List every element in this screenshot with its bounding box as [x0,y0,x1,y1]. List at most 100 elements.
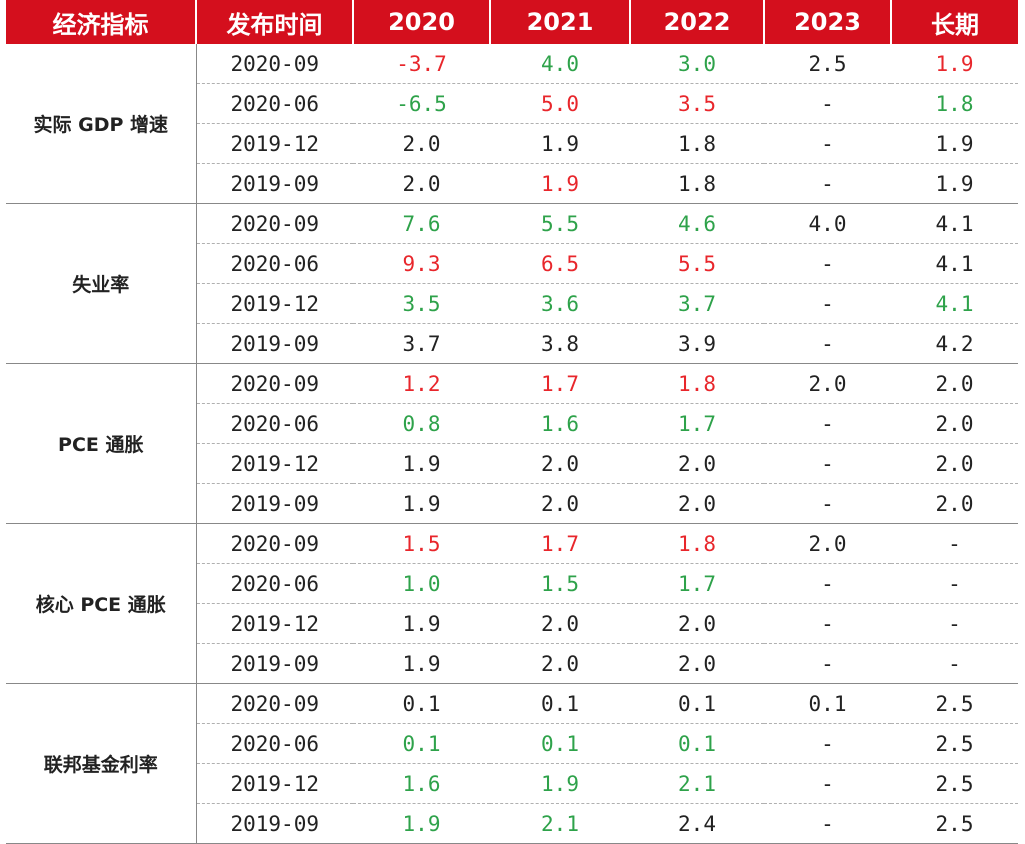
table-row: 2019-12 1.6 1.9 2.1-2.5 [6,763,1018,804]
indicator-cell: 失业率 [6,203,197,364]
value-cell-2022: 0.1 [630,683,764,724]
value-cell-2023: 2.0 [764,523,891,564]
header-long-run: 长期 [890,0,1018,44]
release-date-cell: 2020-06 [196,243,353,284]
table-row: 2019-09 2.0 1.9 1.8-1.9 [6,163,1018,204]
forecast-table: 经济指标 发布时间 2020 2021 2022 2023 长期 实际 GDP … [6,0,1018,844]
value-cell-2023: 0.1 [764,683,891,724]
value-cell-2023: - [764,163,891,204]
indicator-cell: 实际 GDP 增速 [6,44,197,204]
value-cell-2021: 1.7 [490,523,630,564]
value-cell-long-run: 2.0 [891,483,1018,524]
value-cell-2020: 1.6 [353,763,490,804]
value-cell-2023: 2.0 [764,363,891,404]
value-cell-2022: 1.8 [630,523,764,564]
value-cell-2021: 1.9 [490,763,630,804]
value-cell-2022: 1.8 [630,363,764,404]
value-cell-2020: 1.9 [353,483,490,524]
indicator-cell: 联邦基金利率 [6,683,197,844]
value-cell-2021: 1.9 [490,163,630,204]
value-cell-2021: 0.1 [490,723,630,764]
value-cell-2023: - [764,723,891,764]
value-cell-2023: - [764,83,891,124]
value-cell-2023: - [764,603,891,644]
value-cell-long-run: 4.1 [891,203,1018,244]
table-row: 2020-06 0.8 1.6 1.7-2.0 [6,403,1018,444]
table-row: 2019-12 1.9 2.0 2.0- - [6,603,1018,644]
table-row: 2020-06 0.1 0.1 0.1-2.5 [6,723,1018,764]
value-cell-2020: 1.9 [353,443,490,484]
value-cell-2022: 3.7 [630,283,764,324]
release-date-cell: 2020-09 [196,44,353,84]
release-date-cell: 2020-06 [196,723,353,764]
table-row: 2019-12 1.9 2.0 2.0-2.0 [6,443,1018,484]
value-cell-2021: 5.5 [490,203,630,244]
value-cell-2023: - [764,123,891,164]
value-cell-2022: 1.8 [630,163,764,204]
release-date-cell: 2019-09 [196,323,353,364]
release-date-cell: 2020-09 [196,683,353,724]
value-cell-2022: 2.0 [630,483,764,524]
value-cell-2021: 0.1 [490,683,630,724]
value-cell-2022: 5.5 [630,243,764,284]
value-cell-2022: 2.0 [630,643,764,684]
value-cell-long-run: - [891,523,1018,564]
value-cell-2020: 2.0 [353,163,490,204]
value-cell-2022: 3.0 [630,44,764,84]
release-date-cell: 2019-09 [196,643,353,684]
release-date-cell: 2020-09 [196,363,353,404]
release-date-cell: 2020-09 [196,523,353,564]
value-cell-2022: 3.5 [630,83,764,124]
value-cell-2021: 3.6 [490,283,630,324]
value-cell-2020: 1.0 [353,563,490,604]
value-cell-long-run: 1.9 [891,123,1018,164]
header-release-date: 发布时间 [195,0,353,44]
value-cell-long-run: 2.5 [891,803,1018,844]
value-cell-2023: - [764,803,891,844]
value-cell-2023: - [764,483,891,524]
value-cell-long-run: 1.8 [891,83,1018,124]
value-cell-2023: - [764,243,891,284]
value-cell-long-run: 2.0 [891,363,1018,404]
value-cell-long-run: 4.1 [891,243,1018,284]
release-date-cell: 2019-12 [196,443,353,484]
value-cell-long-run: - [891,603,1018,644]
value-cell-long-run: 4.1 [891,283,1018,324]
value-cell-2020: 0.8 [353,403,490,444]
table-row: 2019-09 1.9 2.0 2.0- - [6,643,1018,684]
value-cell-2023: - [764,283,891,324]
value-cell-2020: 3.7 [353,323,490,364]
value-cell-2021: 3.8 [490,323,630,364]
release-date-cell: 2019-09 [196,483,353,524]
release-date-cell: 2020-06 [196,83,353,124]
value-cell-2021: 2.0 [490,483,630,524]
value-cell-2020: -6.5 [353,83,490,124]
table-row: 实际 GDP 增速 2020-09 -3.7 4.0 3.0 2.5 1.9 [6,44,1018,204]
value-cell-2020: 1.9 [353,803,490,844]
value-cell-2020: 1.9 [353,603,490,644]
header-2020: 2020 [352,0,490,44]
table-row: 2019-09 1.9 2.0 2.0-2.0 [6,483,1018,524]
value-cell-2020: 1.9 [353,643,490,684]
value-cell-2023: - [764,403,891,444]
value-cell-2020: 1.5 [353,523,490,564]
header-2023: 2023 [763,0,891,44]
value-cell-2022: 2.4 [630,803,764,844]
value-cell-2020: 1.2 [353,363,490,404]
value-cell-2023: - [764,763,891,804]
value-cell-2022: 3.9 [630,323,764,364]
release-date-cell: 2020-09 [196,203,353,244]
value-cell-2021: 1.7 [490,363,630,404]
value-cell-2023: - [764,443,891,484]
value-cell-2023: 2.5 [764,44,891,84]
value-cell-2021: 1.6 [490,403,630,444]
table-row: 2020-06 -6.5 5.0 3.5-1.8 [6,83,1018,124]
release-date-cell: 2019-12 [196,603,353,644]
table-row: 联邦基金利率 2020-09 0.1 0.1 0.1 0.1 2.5 [6,683,1018,844]
table-row: 核心 PCE 通胀 2020-09 1.5 1.7 1.8 2.0- [6,523,1018,684]
value-cell-2021: 1.5 [490,563,630,604]
table-row: PCE 通胀 2020-09 1.2 1.7 1.8 2.0 2.0 [6,363,1018,524]
value-cell-2020: 2.0 [353,123,490,164]
value-cell-2021: 2.1 [490,803,630,844]
value-cell-2021: 2.0 [490,443,630,484]
